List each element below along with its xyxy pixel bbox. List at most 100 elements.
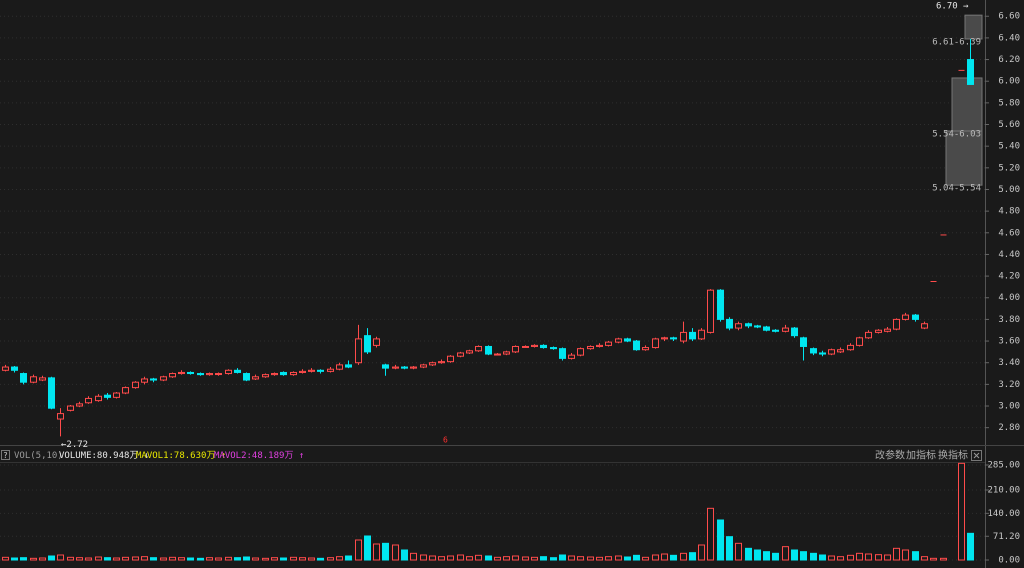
candle-body <box>726 318 733 329</box>
candle-body <box>494 353 501 356</box>
candle-body <box>596 344 603 347</box>
volume-bar <box>2 556 9 561</box>
volume-bar <box>633 554 640 561</box>
candle-body <box>2 366 9 371</box>
volume-bar <box>689 552 696 561</box>
button[interactable]: 加指标 <box>906 449 936 462</box>
close-icon[interactable] <box>971 450 982 461</box>
volume-bar <box>642 556 649 561</box>
volume-bar <box>902 549 909 561</box>
candle-body <box>800 337 807 347</box>
volume-bar <box>967 532 974 561</box>
volume-bar <box>670 554 677 561</box>
candle-body <box>197 373 204 376</box>
candle-body <box>76 403 83 407</box>
volume-bar <box>392 544 399 561</box>
volume-bar <box>466 556 473 561</box>
candle-body <box>308 369 315 372</box>
y2-tick-label: 140.00 <box>987 509 1020 519</box>
candle-body <box>485 345 492 355</box>
y-tick-label: 5.20 <box>998 163 1020 173</box>
candle-body <box>707 289 714 333</box>
volume-bar <box>429 555 436 561</box>
y-tick-label: 4.40 <box>998 250 1020 260</box>
volume-bar <box>596 556 603 561</box>
mavol1-value: MAVOL1:78.630万 ↑ <box>136 451 226 461</box>
volume-bar <box>364 535 371 561</box>
candle-body <box>104 394 111 398</box>
candle-body <box>550 347 557 350</box>
candle-body <box>206 373 213 376</box>
chip-box <box>951 77 983 132</box>
candle-body <box>577 348 584 356</box>
candle-body <box>466 350 473 354</box>
candle-body <box>652 338 659 349</box>
y-tick-label: 4.60 <box>998 228 1020 238</box>
candle-body <box>921 323 928 329</box>
volume-bar <box>893 547 900 561</box>
y2-tick-label: 210.00 <box>987 486 1020 496</box>
volume-bar <box>438 556 445 561</box>
volume-bar <box>745 547 752 561</box>
candle-body <box>503 351 510 355</box>
volume-bar <box>522 556 529 561</box>
volume-bar <box>940 557 947 561</box>
candle-body <box>67 405 74 411</box>
help-icon-text: ? <box>3 451 8 460</box>
candle-body <box>252 376 259 380</box>
volume-bar <box>85 557 92 561</box>
volume-bar <box>884 554 891 561</box>
chip-label: 5.54-6.03 <box>932 130 981 140</box>
volume-bar <box>587 556 594 561</box>
volume-bar <box>485 555 492 561</box>
volume-bar <box>262 557 269 561</box>
candle-body <box>95 395 102 402</box>
candle-body <box>540 344 547 349</box>
volume-bar <box>113 557 120 561</box>
volume-bar <box>837 556 844 561</box>
volume-bar <box>847 554 854 561</box>
candle-body <box>243 373 250 381</box>
volume-bar <box>160 557 167 561</box>
candle-body <box>410 366 417 369</box>
candle-body <box>587 345 594 350</box>
candle-body <box>327 368 334 372</box>
candle-body <box>754 325 761 328</box>
volume-value: VOLUME:80.948万 ↓ <box>59 451 149 461</box>
button[interactable]: 换指标 <box>938 449 968 462</box>
candle-body <box>745 323 752 327</box>
candle-body <box>345 364 352 368</box>
candle-body <box>169 373 176 378</box>
volume-bar <box>930 557 937 561</box>
candle-body <box>912 314 919 320</box>
volume-bar <box>661 553 668 561</box>
volume-bar <box>178 557 185 561</box>
marker: 6 <box>443 436 448 445</box>
candle-body <box>772 329 779 332</box>
candle-body <box>290 371 297 376</box>
y-tick-label: 6.20 <box>998 55 1020 65</box>
volume-bar <box>856 552 863 561</box>
y-tick-label: 3.60 <box>998 337 1020 347</box>
help-icon[interactable] <box>1 450 10 460</box>
y-tick-label: 6.40 <box>998 33 1020 43</box>
y2-tick-label: 285.00 <box>987 461 1020 471</box>
volume-bar <box>234 557 241 561</box>
volume-bar <box>791 549 798 561</box>
low-label: ←2.72 <box>61 440 88 450</box>
candle-body <box>875 329 882 333</box>
candle-body <box>967 59 974 85</box>
candle-body <box>791 327 798 337</box>
button[interactable]: 改参数 <box>875 449 905 462</box>
candle-body <box>438 361 445 364</box>
candle-body <box>299 370 306 373</box>
candle-body <box>457 352 464 357</box>
volume-bar <box>475 554 482 561</box>
candle-body <box>763 326 770 331</box>
y-tick-label: 5.60 <box>998 120 1020 130</box>
volume-bar <box>550 557 557 561</box>
y-tick-label: 3.20 <box>998 380 1020 390</box>
candle-body <box>39 377 46 381</box>
